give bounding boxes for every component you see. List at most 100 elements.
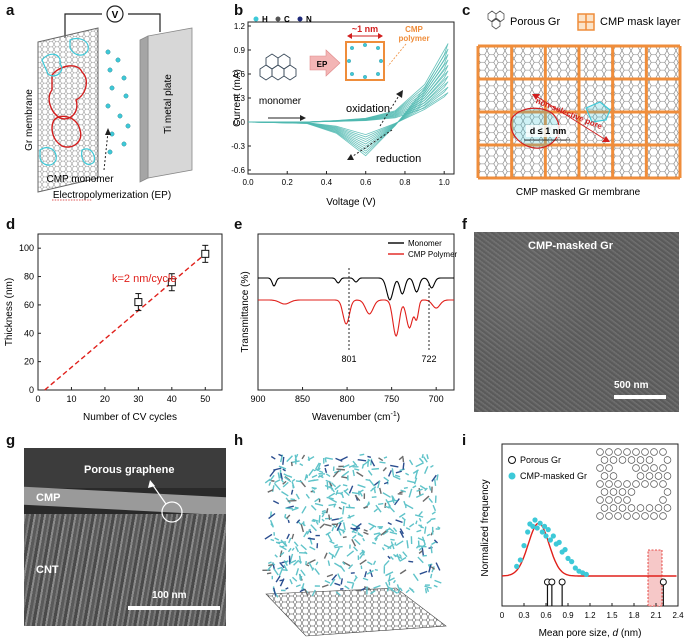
inset-atom	[614, 480, 622, 488]
bond	[327, 533, 333, 542]
bond	[347, 514, 355, 519]
panel-b-cv-chart: -0.6 -0.3 0.0 0.3 0.6 0.9 1.2 0.0 0.2 0.4 0.6 0.8 1…	[231, 15, 455, 208]
bond	[418, 517, 422, 522]
bond	[362, 577, 369, 581]
bond	[415, 545, 419, 549]
bond	[392, 579, 396, 584]
d-xtick-label: 10	[66, 394, 76, 404]
bond	[415, 493, 424, 499]
bond	[430, 464, 434, 468]
highlight-circle	[161, 501, 183, 523]
bond	[328, 497, 338, 503]
i-xtick-label: 0	[500, 611, 505, 620]
bond	[379, 461, 386, 464]
cmp-dot	[537, 520, 543, 526]
bond	[394, 554, 403, 559]
bond	[337, 573, 342, 580]
cv-cycle-curve	[247, 43, 449, 157]
bond	[399, 530, 405, 538]
inset-atom	[618, 456, 627, 464]
bond	[296, 519, 301, 524]
cmp-dot	[550, 533, 556, 539]
inset-atom	[636, 472, 645, 480]
inset-atom	[650, 480, 658, 488]
bond	[341, 476, 348, 479]
bond	[324, 464, 329, 467]
bond	[403, 486, 408, 489]
bond	[434, 579, 442, 584]
bond	[394, 474, 401, 478]
bond	[283, 473, 289, 477]
bond	[346, 581, 354, 584]
bond	[416, 488, 423, 492]
panel-label-g: g	[6, 432, 16, 449]
bond	[417, 556, 424, 564]
panel-f-scalebar	[614, 395, 666, 399]
b-ytick-label: 0.9	[234, 46, 246, 55]
bond	[278, 453, 283, 457]
legend-porous-icon	[508, 456, 516, 464]
oxidation-label: oxidation	[346, 103, 390, 115]
e-xlabel: Wavenumber (cm-1)	[312, 411, 400, 423]
bond	[391, 468, 395, 476]
bond	[351, 582, 355, 589]
cmp-dot	[517, 557, 523, 563]
cmp-dot	[525, 529, 531, 535]
voltmeter-label: V	[112, 10, 119, 21]
bond	[383, 456, 388, 459]
bond	[369, 525, 375, 531]
bond	[348, 485, 354, 494]
bond	[340, 501, 347, 505]
inset-atom	[627, 504, 636, 512]
inset-atom	[614, 448, 622, 456]
bond	[413, 477, 418, 485]
bond	[382, 530, 389, 536]
bond	[390, 556, 394, 560]
bond	[389, 531, 398, 535]
i-xtick-label: 0.6	[540, 611, 552, 620]
bond	[426, 533, 431, 537]
inset-atom	[632, 448, 640, 456]
d-ytick-label: 40	[24, 328, 34, 338]
bond	[328, 492, 336, 498]
bond	[273, 587, 277, 596]
bond	[282, 480, 287, 485]
bond	[306, 528, 312, 535]
bond	[342, 561, 351, 567]
bond	[432, 504, 437, 512]
fit-line	[44, 253, 206, 391]
bond	[271, 562, 276, 566]
bond	[280, 545, 285, 548]
bond	[387, 555, 391, 560]
bond	[280, 551, 285, 556]
d-ytick-label: 100	[19, 243, 34, 253]
i-xtick-label: 1.5	[606, 611, 618, 620]
bond	[328, 514, 331, 520]
bond	[391, 495, 395, 504]
inset-atom	[614, 496, 622, 504]
inset-atom	[650, 512, 658, 520]
inset-atom	[641, 448, 649, 456]
bond	[291, 478, 296, 482]
inset-atom	[654, 504, 663, 512]
e-xtick-label: 800	[340, 394, 355, 404]
bond	[329, 578, 336, 587]
bond	[314, 568, 320, 576]
bond	[378, 457, 384, 462]
bond	[430, 517, 436, 521]
legend-n: N	[306, 15, 312, 24]
bond	[348, 464, 356, 468]
bond	[352, 527, 361, 530]
bond	[273, 482, 281, 491]
b-ytick-label: 0.0	[234, 118, 246, 127]
bond	[326, 496, 334, 500]
bond	[308, 468, 315, 476]
bond	[334, 484, 341, 491]
bond	[295, 568, 300, 576]
bond	[390, 538, 395, 541]
cmp-layer-label: CMP	[36, 492, 61, 504]
e-ylabel: Transmittance (%)	[240, 271, 251, 352]
bond	[414, 470, 419, 479]
bond	[287, 519, 290, 524]
bond	[424, 487, 428, 492]
